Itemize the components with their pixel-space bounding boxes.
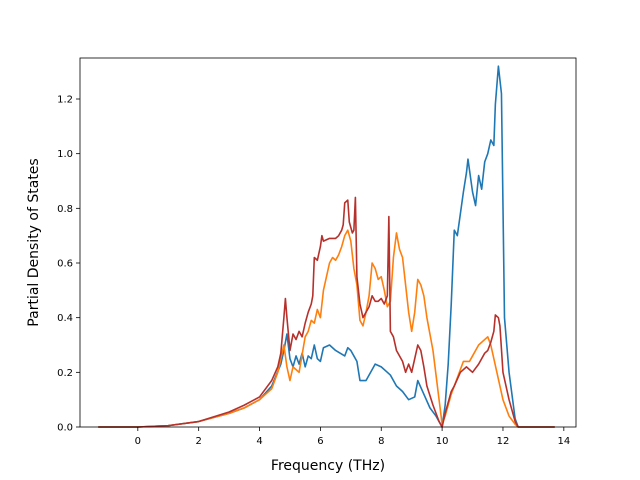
x-tick-label: 0 xyxy=(135,436,141,447)
x-tick-label: 8 xyxy=(378,436,384,447)
y-axis: 0.0 0.2 0.4 0.6 0.8 1.0 1.2 xyxy=(57,95,80,434)
x-axis: 0 2 4 6 8 10 12 14 xyxy=(135,427,570,447)
series-layer xyxy=(98,65,555,428)
x-tick-label: 12 xyxy=(497,436,510,447)
y-tick-label: 0.0 xyxy=(57,423,73,434)
x-tick-label: 4 xyxy=(256,436,262,447)
series-line-1 xyxy=(98,65,555,428)
y-axis-label: Partial Density of States xyxy=(26,158,42,326)
x-tick-label: 10 xyxy=(436,436,449,447)
x-tick-label: 6 xyxy=(317,436,323,447)
y-tick-label: 1.0 xyxy=(57,149,73,160)
x-tick-label: 14 xyxy=(557,436,570,447)
x-tick-label: 2 xyxy=(195,436,201,447)
y-tick-label: 0.2 xyxy=(57,368,73,379)
y-tick-label: 1.2 xyxy=(57,95,73,106)
axes-frame xyxy=(79,57,577,428)
x-axis-label: Frequency (THz) xyxy=(271,458,385,474)
y-tick-label: 0.4 xyxy=(57,313,73,324)
y-tick-label: 0.8 xyxy=(57,204,73,215)
series-line-3 xyxy=(98,196,555,428)
y-tick-label: 0.6 xyxy=(57,259,73,270)
